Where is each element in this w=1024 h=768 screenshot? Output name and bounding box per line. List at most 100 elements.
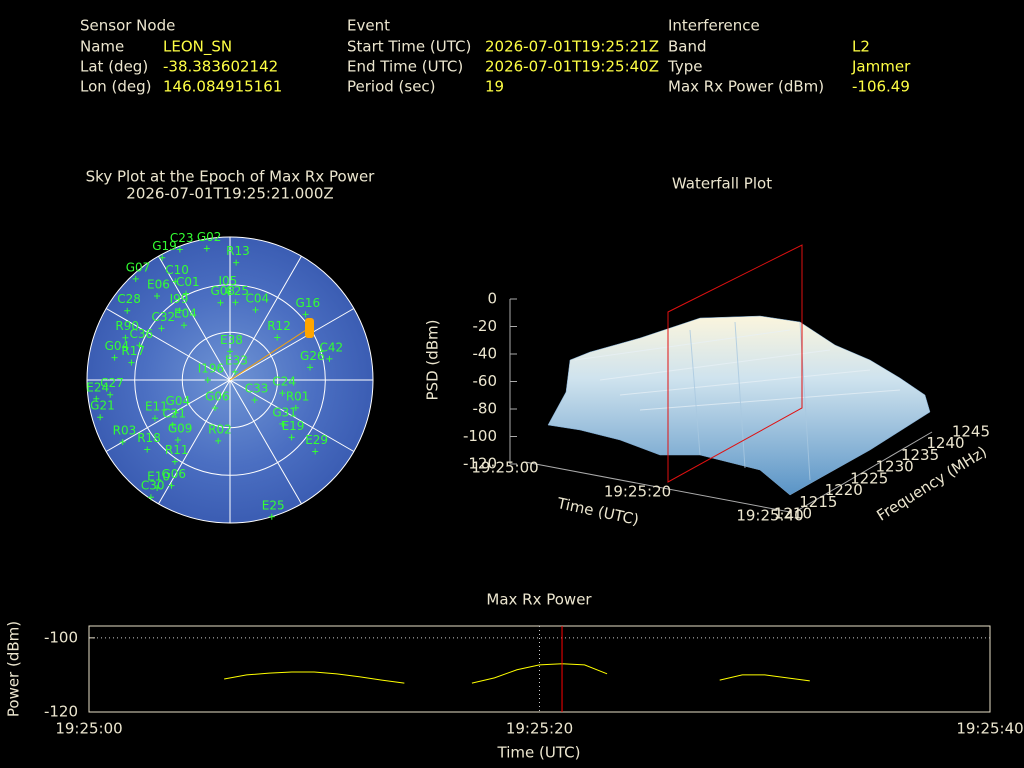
y-tick-label: -120 <box>44 703 78 721</box>
satellite <box>97 414 104 421</box>
satellite <box>181 322 188 329</box>
satellite <box>203 245 210 252</box>
section-title: Interference <box>668 17 760 35</box>
waterfall-title: Waterfall Plot <box>672 175 772 193</box>
satellite <box>107 391 114 398</box>
satellite <box>154 293 161 300</box>
satellite <box>144 446 151 453</box>
satellite-label: E38 <box>220 333 243 347</box>
satellite-label: E11 <box>145 400 168 414</box>
satellite-label: C04 <box>246 291 270 305</box>
satellite <box>268 513 275 520</box>
satellite <box>171 458 178 465</box>
y-tick-label: 1235 <box>901 446 939 464</box>
satellite <box>128 359 135 366</box>
satellite-label: I196 <box>198 362 224 376</box>
satellite-label: C32 <box>151 310 175 324</box>
satellite <box>122 334 129 341</box>
x-tick-label: 19:25:20 <box>604 483 671 501</box>
spoke <box>229 255 302 381</box>
satellite <box>174 436 181 443</box>
satellite <box>279 390 286 397</box>
satellite-label: G26 <box>300 349 325 363</box>
spoke <box>229 379 355 452</box>
field-value: 2026-07-01T19:25:40Z <box>485 58 659 76</box>
y-axis-label: Power (dBm) <box>5 621 23 717</box>
field-label: Type <box>667 58 702 76</box>
satellite <box>204 377 211 383</box>
satellite <box>232 368 239 375</box>
satellite <box>154 485 161 492</box>
satellite <box>136 342 143 349</box>
z-tick-label: -120 <box>463 455 497 473</box>
field-value: 19 <box>485 78 504 96</box>
satellite <box>169 421 176 428</box>
satellite-label: C30 <box>141 479 165 493</box>
satellite-label: E04 <box>174 307 197 321</box>
satellite-label: C01 <box>176 275 200 289</box>
y-tick-label: 1210 <box>774 505 812 523</box>
satellite <box>212 405 219 412</box>
satellite <box>326 355 333 362</box>
satellite <box>132 275 139 282</box>
satellite-label: R01 <box>286 389 310 403</box>
spoke <box>105 379 231 452</box>
satellite-label: G02 <box>197 230 222 244</box>
satellite <box>274 334 281 341</box>
satellite <box>302 311 309 318</box>
z-axis-label: PSD (dBm) <box>424 319 442 400</box>
satellite-label: C23 <box>170 231 194 245</box>
y-tick-label: -100 <box>44 628 78 646</box>
satellite-label: G16 <box>296 296 321 310</box>
power-line <box>224 663 810 684</box>
field-value: -106.49 <box>852 78 910 96</box>
satellite-label: G06 <box>161 467 186 481</box>
spoke <box>158 255 231 381</box>
spoke <box>229 308 355 381</box>
jammer-marker <box>305 318 314 338</box>
satellite <box>124 307 131 314</box>
satellite-label: R02 <box>208 422 232 436</box>
satellite-label: R13 <box>226 244 250 258</box>
spoke <box>229 379 302 505</box>
field-label: End Time (UTC) <box>347 58 463 76</box>
satellite-label: C36 <box>130 327 154 341</box>
satellite-label: R17 <box>121 344 145 358</box>
satellite-label: I05 <box>218 274 237 288</box>
field-label: Start Time (UTC) <box>347 38 471 56</box>
satellite <box>158 325 165 332</box>
y-tick-label: 1230 <box>876 458 914 476</box>
satellite-label: G08 <box>211 284 236 298</box>
satellite <box>151 415 158 422</box>
x-tick-label: 19:25:00 <box>471 459 538 477</box>
satellite-label: E24 <box>86 380 109 394</box>
spoke <box>158 379 231 505</box>
satellite-label: E25 <box>262 498 285 512</box>
satellite <box>215 437 222 444</box>
field-value: 146.084915161 <box>163 78 282 96</box>
satellite-label: C33 <box>245 381 269 395</box>
field-value: Jammer <box>851 58 911 76</box>
x-tick-label: 19:25:40 <box>736 507 803 525</box>
satellite-label: G04 <box>166 394 191 408</box>
header: Sensor Node Name LEON_SN Lat (deg) -38.38360… <box>80 17 911 96</box>
satellite <box>232 299 239 306</box>
x-tick-label: 19:25:00 <box>55 720 122 738</box>
waterfall-surface <box>547 315 931 496</box>
y-tick-label: 1245 <box>952 423 990 441</box>
satellite <box>251 396 258 403</box>
epoch-plane <box>667 244 803 483</box>
satellite <box>168 482 175 489</box>
satellite <box>292 404 299 411</box>
satellite-label: C27 <box>100 376 124 390</box>
satellite <box>111 354 118 361</box>
satellite-label: G31 <box>272 405 297 419</box>
satellite <box>217 299 224 306</box>
z-tick-label: -20 <box>473 317 498 335</box>
satellite-label: C21 <box>162 406 186 420</box>
satellite-label: G19 <box>152 239 177 253</box>
satellite-label: C25 <box>225 284 249 298</box>
power-title: Max Rx Power <box>486 591 592 609</box>
satellite-label: I99 <box>170 292 189 306</box>
satellite <box>176 246 183 253</box>
